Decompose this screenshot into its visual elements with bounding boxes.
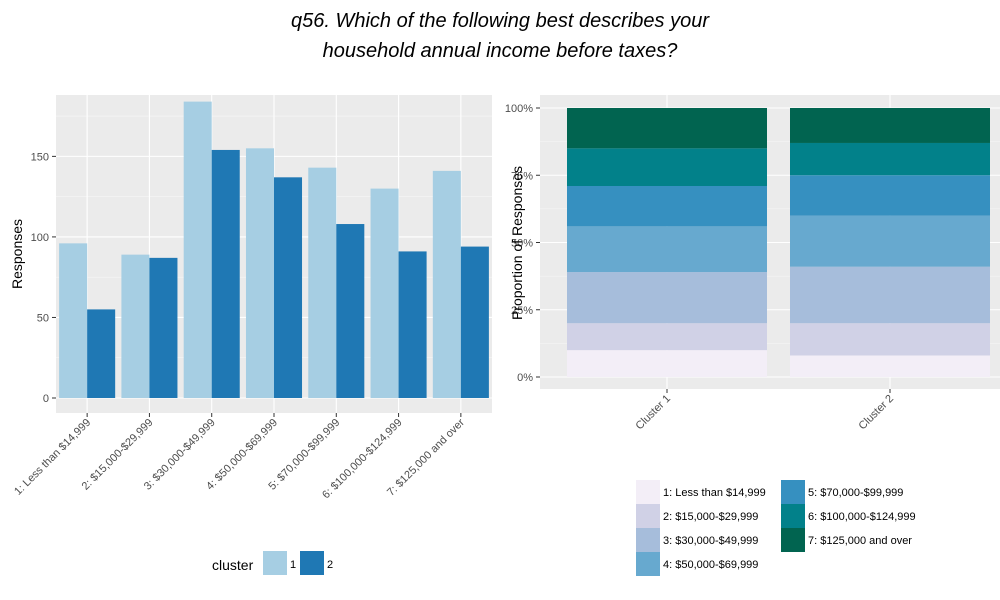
legend-label-3: 3: $30,000-$49,999	[663, 535, 758, 547]
bar-cluster-1	[432, 170, 461, 398]
bar-cluster-2	[274, 177, 303, 398]
legend-key-1	[636, 480, 660, 504]
right-y-axis-title: Proportion of Responses	[509, 166, 525, 320]
chart-title: q56. Which of the following best describ…	[0, 6, 1000, 66]
stacked-segment-1	[790, 355, 990, 377]
stacked-segment-4	[790, 215, 990, 267]
legend-key-2	[636, 504, 660, 528]
legend-label-cluster-1: 1	[290, 559, 296, 571]
right-y-tick-label: 100%	[505, 103, 533, 115]
stacked-segment-1	[567, 350, 767, 377]
left-y-tick-label: 0	[43, 393, 49, 405]
chart-title-line-1: q56. Which of the following best describ…	[291, 10, 709, 32]
legend-label-7: 7: $125,000 and over	[808, 535, 912, 547]
legend-label-5: 5: $70,000-$99,999	[808, 487, 903, 499]
stacked-segment-7	[567, 108, 767, 149]
legend-label-1: 1: Less than $14,999	[663, 487, 766, 499]
left-y-tick-label: 100	[31, 232, 49, 244]
legend-label-2: 2: $15,000-$29,999	[663, 511, 758, 523]
legend-label-cluster-2: 2	[327, 559, 333, 571]
bar-cluster-1	[121, 254, 150, 398]
stacked-segment-3	[567, 272, 767, 324]
right-y-tick-label: 25%	[511, 305, 533, 317]
legend-key-cluster-2	[300, 551, 324, 575]
legend-key-4	[636, 552, 660, 576]
bar-cluster-2	[211, 149, 240, 398]
stacked-segment-5	[790, 175, 990, 216]
bar-cluster-1	[245, 148, 274, 398]
right-x-tick-label: Cluster 1	[634, 393, 674, 433]
legend-title: cluster	[212, 557, 254, 573]
bar-cluster-2	[460, 246, 489, 398]
bar-cluster-2	[149, 257, 178, 398]
left-y-tick-label: 150	[31, 151, 49, 163]
stacked-segment-6	[567, 148, 767, 187]
legend-key-cluster-1	[263, 551, 287, 575]
stacked-segment-2	[790, 323, 990, 356]
bar-cluster-2	[87, 309, 116, 398]
right-y-tick-label: 75%	[511, 170, 533, 182]
stacked-segment-6	[790, 142, 990, 176]
legend-label-6: 6: $100,000-$124,999	[808, 511, 916, 523]
legend-key-6	[781, 504, 805, 528]
right-y-tick-label: 0%	[517, 372, 533, 384]
right-y-tick-label: 50%	[511, 238, 533, 250]
legend-key-3	[636, 528, 660, 552]
stacked-segment-5	[567, 186, 767, 227]
bar-cluster-1	[59, 243, 88, 398]
stacked-segment-4	[567, 226, 767, 273]
right-stacked-chart: 0% 25% 50% 75% 100% Cluster 1 Cluster 2 Proport…	[505, 95, 1000, 576]
chart-title-line-2: household annual income before taxes?	[322, 40, 678, 62]
stacked-segment-2	[567, 323, 767, 351]
bar-cluster-2	[336, 224, 365, 398]
bar-cluster-1	[183, 101, 212, 398]
bar-cluster-1	[308, 167, 337, 398]
legend-key-7	[781, 528, 805, 552]
left-y-axis-title: Responses	[9, 219, 25, 289]
stacked-segment-3	[790, 266, 990, 324]
legend-key-5	[781, 480, 805, 504]
left-y-tick-label: 50	[37, 312, 49, 324]
right-x-tick-label: Cluster 2	[857, 393, 897, 433]
stacked-segment-7	[790, 108, 990, 143]
legend-label-4: 4: $50,000-$69,999	[663, 559, 758, 571]
bar-cluster-1	[370, 188, 399, 398]
bar-cluster-2	[398, 251, 427, 398]
